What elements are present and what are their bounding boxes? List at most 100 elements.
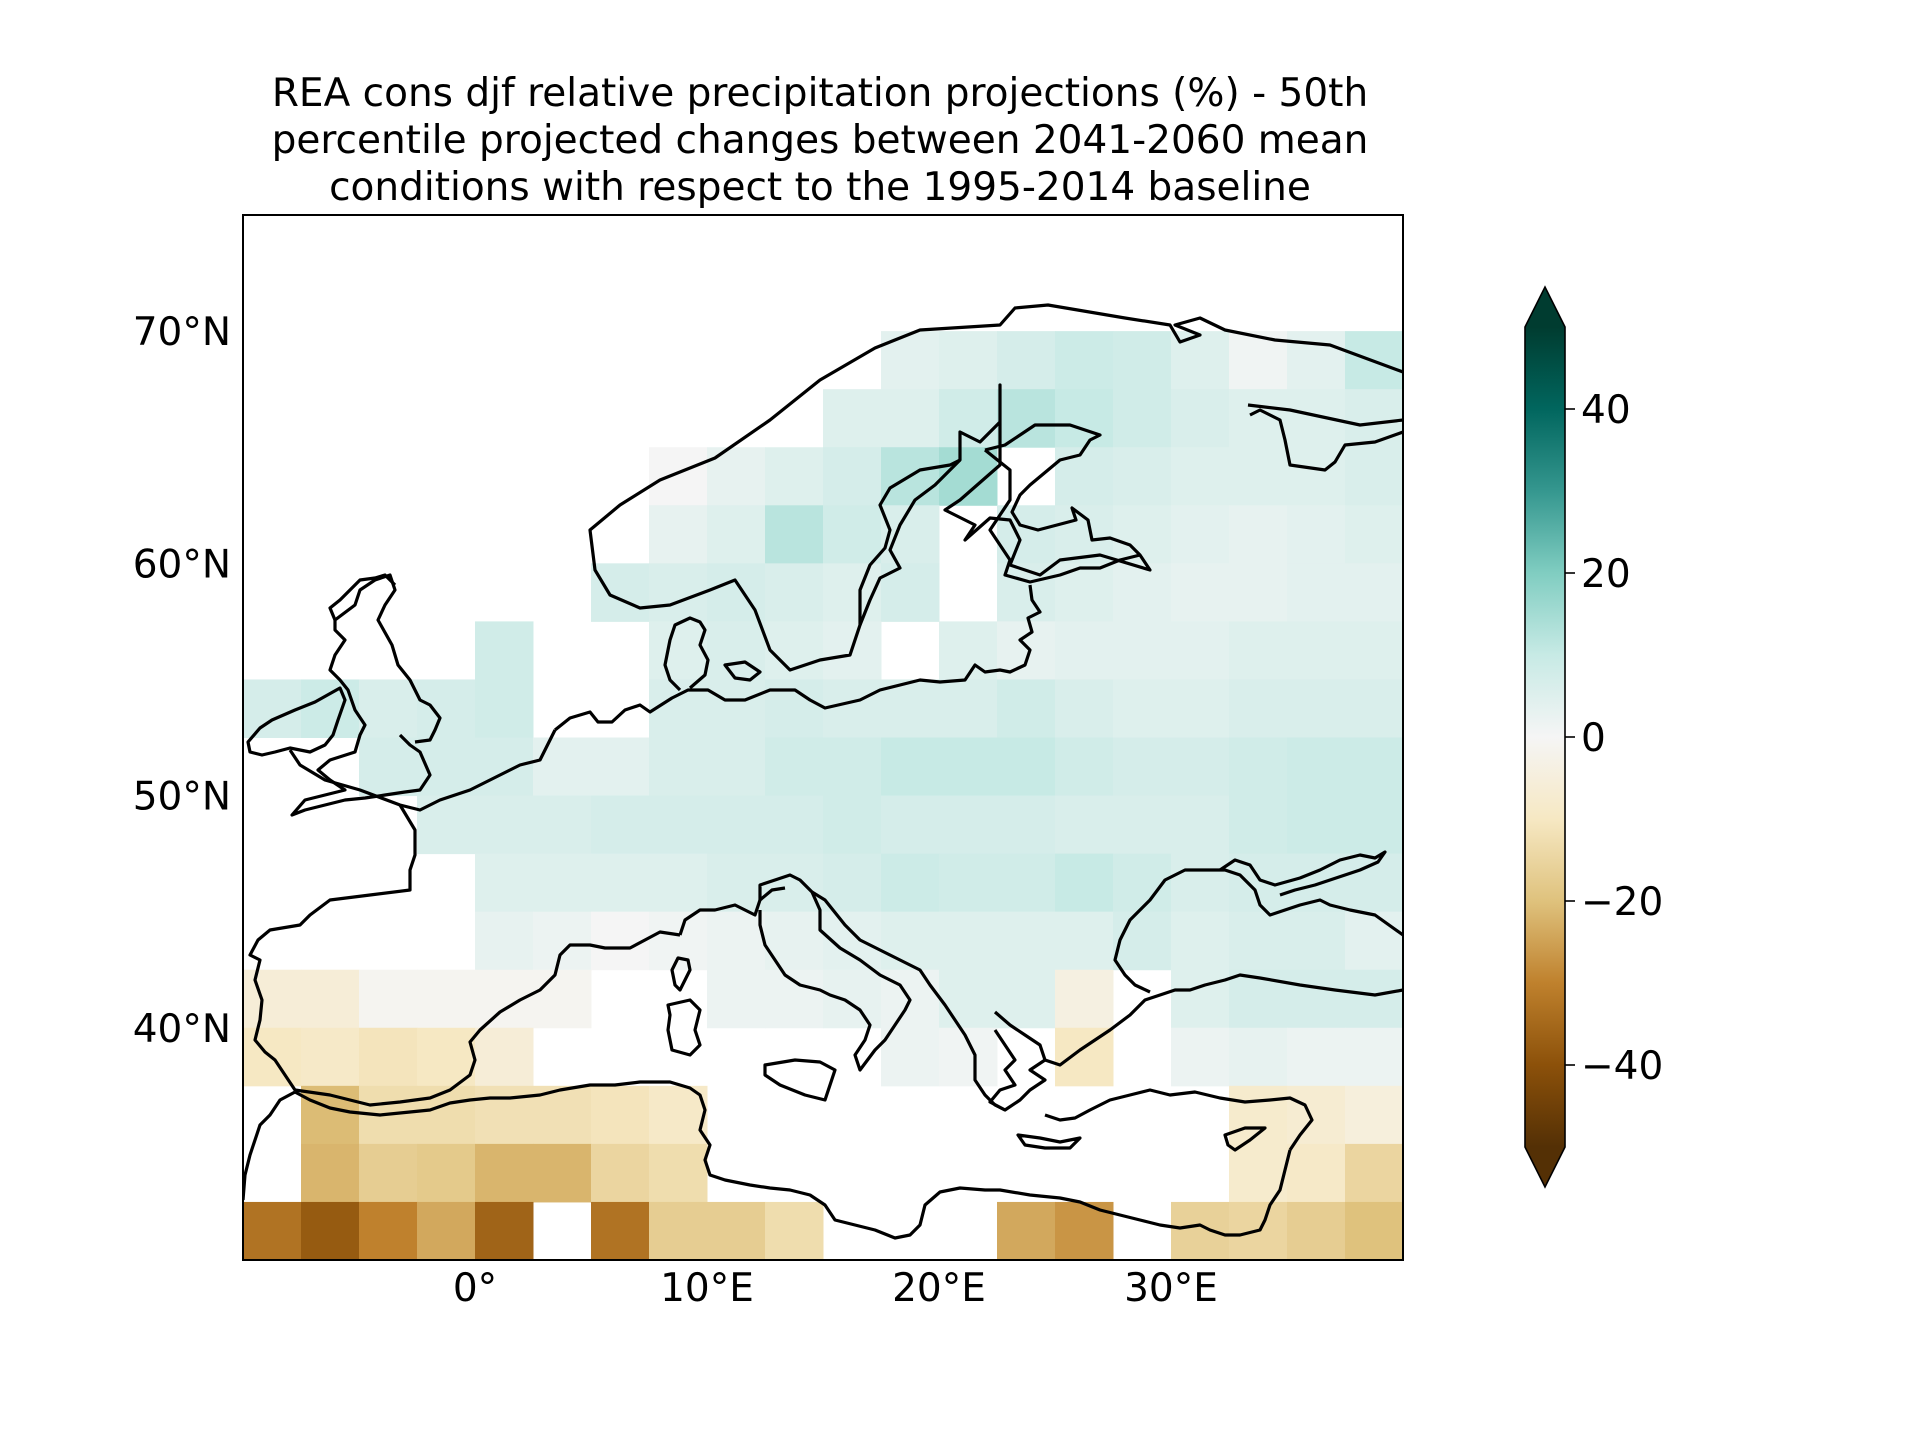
- grid-cell: [997, 795, 1056, 855]
- lon-tick-label: 30°E: [1124, 1266, 1218, 1311]
- grid-cell: [939, 795, 998, 855]
- grid-cell: [1345, 969, 1403, 1029]
- grid-cell: [881, 795, 940, 855]
- grid-cell: [1287, 969, 1346, 1029]
- coastline-baltic-south: [554, 584, 1042, 732]
- grid-cell: [649, 505, 708, 564]
- colorbar-extend-min: [1525, 1147, 1565, 1187]
- coastline-north-sea: [288, 729, 557, 812]
- grid-cell: [1171, 1201, 1230, 1260]
- grid-cell: [823, 505, 882, 564]
- lat-tick-label: 50°N: [133, 775, 231, 820]
- grid-cell: [997, 853, 1056, 913]
- grid-cell: [533, 737, 592, 797]
- title-line-2: percentile projected changes between 204…: [271, 118, 1369, 163]
- grid-cell: [243, 969, 302, 1029]
- grid-cell: [765, 853, 824, 913]
- grid-cell: [1287, 911, 1346, 971]
- grid-cell: [1229, 795, 1288, 855]
- grid-cell: [1229, 563, 1288, 622]
- coastline-britain: [290, 573, 442, 817]
- coastline-greece: [988, 1010, 1047, 1112]
- coastline-finland: [984, 448, 1141, 584]
- lat-tick-label: 60°N: [133, 542, 231, 587]
- coastline-sicily: [763, 1058, 837, 1102]
- lon-tick-label: 20°E: [892, 1266, 986, 1311]
- grid-cell: [475, 1201, 534, 1260]
- grid-cell: [823, 853, 882, 913]
- grid-cell: [1287, 1143, 1346, 1203]
- grid-cell: [997, 969, 1056, 1029]
- grid-cell: [707, 679, 766, 738]
- grid-cell: [1287, 1027, 1346, 1087]
- grid-cell: [765, 621, 824, 680]
- grid-cell: [1287, 505, 1346, 564]
- grid-cell: [939, 737, 998, 797]
- lon-tick-label: 0°: [453, 1266, 497, 1311]
- coastline-crete: [1016, 1133, 1082, 1150]
- grid-cell: [707, 969, 766, 1029]
- grid-cell: [939, 853, 998, 913]
- grid-cell: [475, 1143, 534, 1203]
- grid-cell: [881, 331, 940, 390]
- title-line-3: conditions with respect to the 1995-2014…: [329, 165, 1311, 210]
- grid-cell: [1345, 679, 1403, 738]
- grid-cell: [823, 969, 882, 1029]
- coastline-black-sea: [1113, 868, 1403, 994]
- coastline-jutland: [663, 616, 710, 692]
- grid-cell: [1345, 737, 1403, 797]
- grid-cell: [939, 911, 998, 971]
- grid-cell: [1171, 447, 1230, 506]
- grid-cell: [1055, 505, 1114, 564]
- grid-cell: [1229, 621, 1288, 680]
- grid-cell: [649, 621, 708, 680]
- grid-cell: [1345, 389, 1403, 448]
- grid-cell: [1229, 969, 1288, 1029]
- grid-cell: [591, 1143, 650, 1203]
- grid-cell: [1113, 621, 1172, 680]
- grid-cell: [1171, 505, 1230, 564]
- grid-cell: [301, 969, 360, 1029]
- grid-cell: [1345, 795, 1403, 855]
- grid-cell: [1171, 621, 1230, 680]
- grid-cell: [1229, 505, 1288, 564]
- coastline-adriatic: [811, 890, 1006, 1112]
- grid-cell: [591, 1085, 650, 1145]
- grid-cell: [1229, 737, 1288, 797]
- grid-cell: [591, 853, 650, 913]
- grid-cell: [1345, 621, 1403, 680]
- grid-cell: [1055, 621, 1114, 680]
- grid-cell: [881, 679, 940, 738]
- grid-cell: [359, 1143, 418, 1203]
- colorbar-tick-label: −20: [1581, 880, 1663, 925]
- grid-cell: [1345, 505, 1403, 564]
- grid-cell: [1287, 331, 1346, 390]
- grid-cell: [649, 795, 708, 855]
- grid-cell: [1055, 795, 1114, 855]
- grid-cell: [1171, 1027, 1230, 1087]
- grid-cell: [1345, 447, 1403, 506]
- grid-cell: [591, 563, 650, 622]
- grid-cell: [1287, 563, 1346, 622]
- coastline-corsica: [670, 956, 692, 992]
- grid-cell: [475, 1027, 534, 1087]
- grid-cell: [1287, 737, 1346, 797]
- grid-cell: [417, 969, 476, 1029]
- grid-cell: [1345, 1143, 1403, 1203]
- lon-tick-label: 10°E: [660, 1266, 754, 1311]
- grid-cell: [707, 911, 766, 971]
- grid-cell: [765, 505, 824, 564]
- grid-cell: [1113, 331, 1172, 390]
- grid-cell: [1055, 447, 1114, 506]
- grid-cell: [765, 969, 824, 1029]
- grid-cell: [359, 1201, 418, 1260]
- grid-cell: [1055, 1027, 1114, 1087]
- grid-cell: [533, 911, 592, 971]
- grid-cell: [997, 331, 1056, 390]
- grid-cell: [939, 331, 998, 390]
- grid-cell: [707, 853, 766, 913]
- coastlines: [243, 303, 1403, 1240]
- grid-cell: [939, 389, 998, 448]
- longitude-ticks: 0° 10°E 20°E 30°E: [453, 1266, 1218, 1311]
- grid-cell: [533, 853, 592, 913]
